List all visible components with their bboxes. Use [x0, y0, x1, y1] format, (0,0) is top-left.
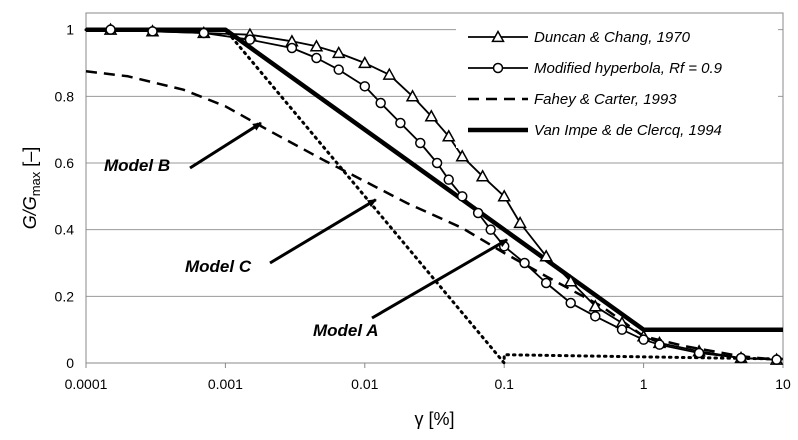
annotation-label: Model B [104, 156, 170, 175]
data-point [431, 157, 443, 169]
y-tick-label: 0.6 [55, 155, 75, 171]
annotation-label: Model C [185, 257, 252, 276]
data-point [198, 27, 210, 39]
data-point [693, 347, 705, 359]
data-point [540, 277, 552, 289]
y-axis-title: G/Gmax [–] [20, 147, 43, 230]
data-point [590, 311, 601, 322]
data-point [735, 352, 747, 364]
legend-label: Fahey & Carter, 1993 [534, 91, 677, 108]
y-tick-label: 0.2 [55, 288, 75, 304]
data-point [475, 169, 490, 182]
data-point [147, 26, 158, 37]
data-point [563, 274, 578, 287]
legend-label: Duncan & Chang, 1970 [534, 29, 691, 46]
data-point [405, 89, 420, 102]
x-tick-label: 0.0001 [65, 376, 108, 392]
annotation-arrow [371, 238, 509, 320]
x-axis-title: γ [%] [414, 409, 454, 429]
legend-box [456, 20, 778, 148]
plot-area [85, 12, 784, 364]
y-tick-label: 1 [66, 22, 74, 38]
data-point [771, 354, 782, 365]
annotation-label: Model A [313, 321, 378, 340]
data-point [497, 189, 511, 202]
data-point [311, 52, 322, 64]
legend-marker [491, 29, 505, 43]
x-tick-label: 10 [775, 376, 791, 392]
legend-label: Modified hyperbola, Rf = 0.9 [534, 60, 723, 77]
data-point [333, 64, 344, 75]
y-tick-label: 0.4 [55, 222, 75, 238]
x-tick-label: 0.01 [351, 376, 378, 392]
data-point [358, 55, 372, 69]
data-point [375, 97, 386, 109]
data-point [244, 34, 256, 45]
data-point [539, 249, 553, 262]
data-point [654, 339, 665, 350]
tick-labels: 0 0.2 0.4 0.6 0.8 1 0.0001 0.001 0.01 0.1 1 10 [55, 22, 791, 392]
data-point [441, 129, 456, 142]
data-point [588, 299, 603, 312]
legend: Duncan & Chang, 1970 Modified hyperbola, … [456, 20, 778, 148]
data-point [616, 324, 628, 335]
data-point [485, 224, 496, 235]
annotation-arrow [269, 198, 377, 265]
series-group [84, 22, 785, 365]
y-axis-title-unit: [–] [20, 147, 40, 172]
annotation-arrow [189, 121, 262, 170]
data-point [309, 39, 324, 52]
data-point [472, 207, 484, 219]
legend-marker [492, 62, 504, 74]
x-tick-label: 0.1 [494, 376, 514, 392]
annotations: Model B Model C Model A [104, 121, 509, 340]
data-point [286, 42, 298, 54]
series-2 [85, 70, 777, 361]
data-point [382, 67, 397, 80]
y-axis-title-sub: max [28, 171, 43, 196]
y-axis-title-main: G/G [20, 196, 40, 229]
data-point [331, 45, 346, 59]
y-tick-label: 0.8 [55, 88, 75, 104]
legend-label: Van Impe & de Clercq, 1994 [534, 122, 722, 139]
x-tick-label: 1 [640, 376, 648, 392]
data-point [424, 109, 439, 122]
data-point [638, 334, 649, 345]
data-point [415, 137, 426, 149]
data-point [513, 215, 527, 229]
x-tick-label: 0.001 [208, 376, 243, 392]
series-line [85, 70, 777, 361]
data-point [519, 257, 530, 269]
data-point [395, 117, 406, 129]
data-point [359, 81, 371, 92]
series-1 [105, 24, 782, 365]
y-tick-label: 0 [66, 355, 74, 371]
data-point [565, 297, 576, 309]
data-point [456, 191, 468, 202]
data-point [105, 24, 116, 35]
data-point [443, 174, 454, 185]
data-point [455, 149, 470, 162]
